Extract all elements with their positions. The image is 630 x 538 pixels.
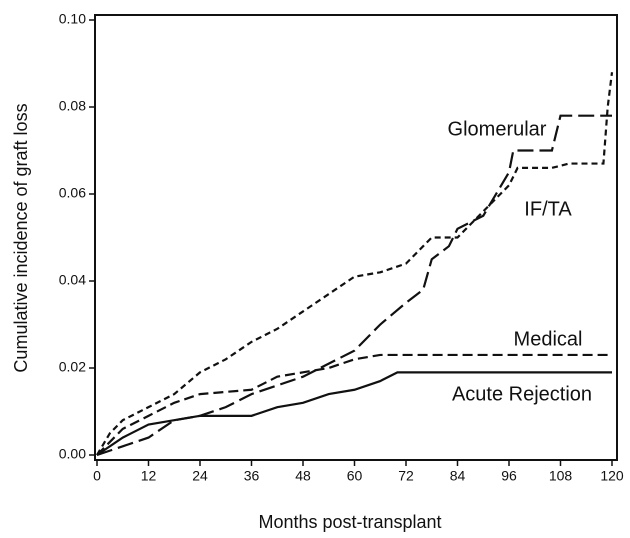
y-tick-label: 0.06: [59, 185, 86, 201]
x-tick-label: 12: [141, 468, 157, 484]
series-label: Acute Rejection: [452, 383, 592, 405]
y-tick-label: 0.00: [59, 446, 86, 462]
x-tick-label: 36: [244, 468, 260, 484]
x-tick-label: 60: [347, 468, 363, 484]
y-tick-label: 0.02: [59, 359, 86, 375]
y-tick-label: 0.04: [59, 272, 86, 288]
x-axis-title: Months post-transplant: [258, 512, 441, 532]
x-tick-label: 72: [398, 468, 414, 484]
x-tick-label: 84: [450, 468, 466, 484]
y-axis-title: Cumulative incidence of graft loss: [11, 103, 31, 372]
x-tick-label: 24: [192, 468, 208, 484]
plot-frame: [94, 14, 618, 461]
x-tick-label: 120: [600, 468, 624, 484]
series-label: IF/TA: [524, 198, 572, 220]
series-line: [96, 353, 612, 456]
x-tick-label: 0: [93, 468, 101, 484]
x-tick-label: 48: [295, 468, 311, 484]
series-label: Glomerular: [448, 118, 547, 140]
series-label: Medical: [514, 328, 583, 350]
x-tick-label: 108: [549, 468, 573, 484]
x-tick-label: 96: [501, 468, 517, 484]
series-line: [96, 72, 614, 456]
y-tick-label: 0.10: [59, 11, 86, 27]
series-line: [96, 371, 612, 456]
y-tick-label: 0.08: [59, 98, 86, 114]
